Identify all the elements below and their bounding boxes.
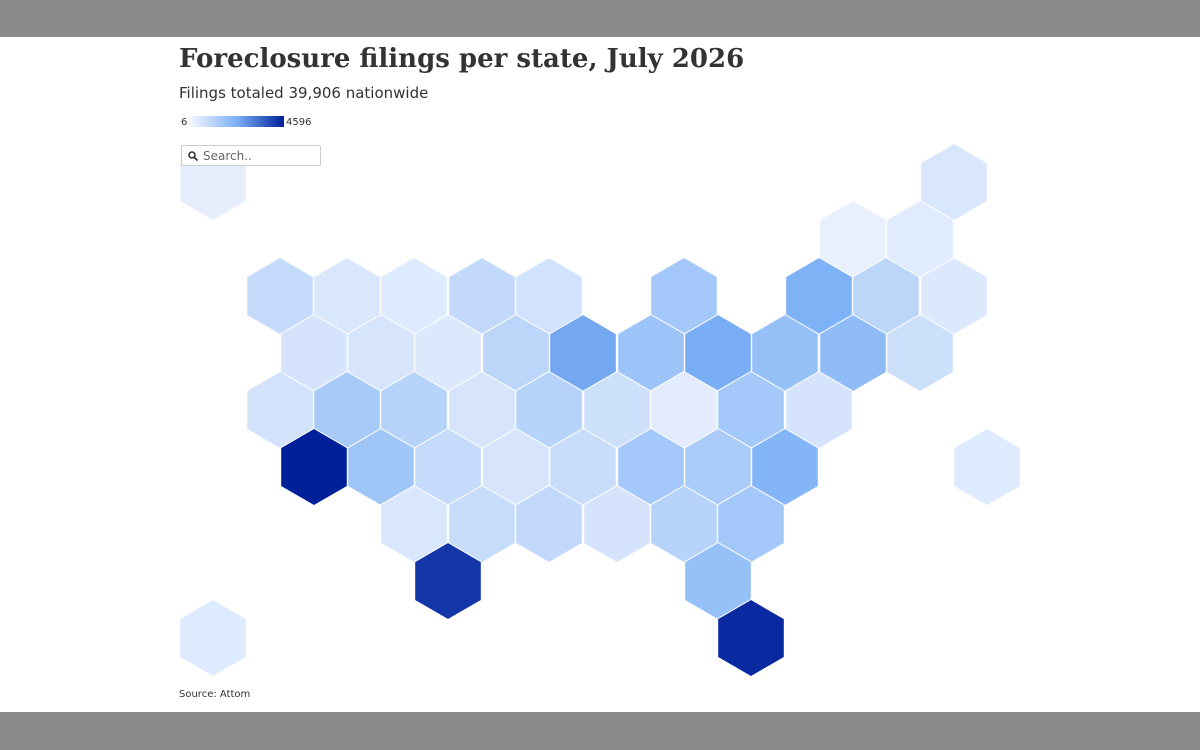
state-hex[interactable] bbox=[920, 142, 988, 222]
state-hex[interactable] bbox=[414, 427, 482, 507]
subtitle: Filings totaled 39,906 nationwide bbox=[179, 84, 429, 102]
state-hex[interactable] bbox=[414, 541, 482, 621]
legend-min: 6 bbox=[181, 117, 187, 128]
state-hex[interactable] bbox=[751, 313, 819, 393]
state-hex[interactable] bbox=[886, 313, 954, 393]
search-placeholder: Search.. bbox=[203, 148, 252, 163]
legend-max: 4596 bbox=[286, 117, 311, 128]
search-box[interactable]: Search.. bbox=[181, 145, 321, 166]
state-hex[interactable] bbox=[549, 427, 617, 507]
state-hex[interactable] bbox=[717, 598, 785, 678]
state-hex[interactable] bbox=[886, 199, 954, 279]
state-hex[interactable] bbox=[414, 313, 482, 393]
state-hex[interactable] bbox=[751, 427, 819, 507]
state-hex[interactable] bbox=[953, 427, 1021, 507]
state-hex[interactable] bbox=[515, 484, 583, 564]
search-icon bbox=[188, 150, 198, 161]
state-hex[interactable] bbox=[785, 370, 853, 450]
source: Source: Attom bbox=[179, 689, 251, 700]
title: Foreclosure filings per state, July 2026 bbox=[179, 44, 745, 74]
state-hex[interactable] bbox=[179, 598, 247, 678]
state-hex[interactable] bbox=[549, 313, 617, 393]
state-hex[interactable] bbox=[380, 484, 448, 564]
state-hex[interactable] bbox=[920, 256, 988, 336]
legend-gradient bbox=[190, 116, 284, 127]
